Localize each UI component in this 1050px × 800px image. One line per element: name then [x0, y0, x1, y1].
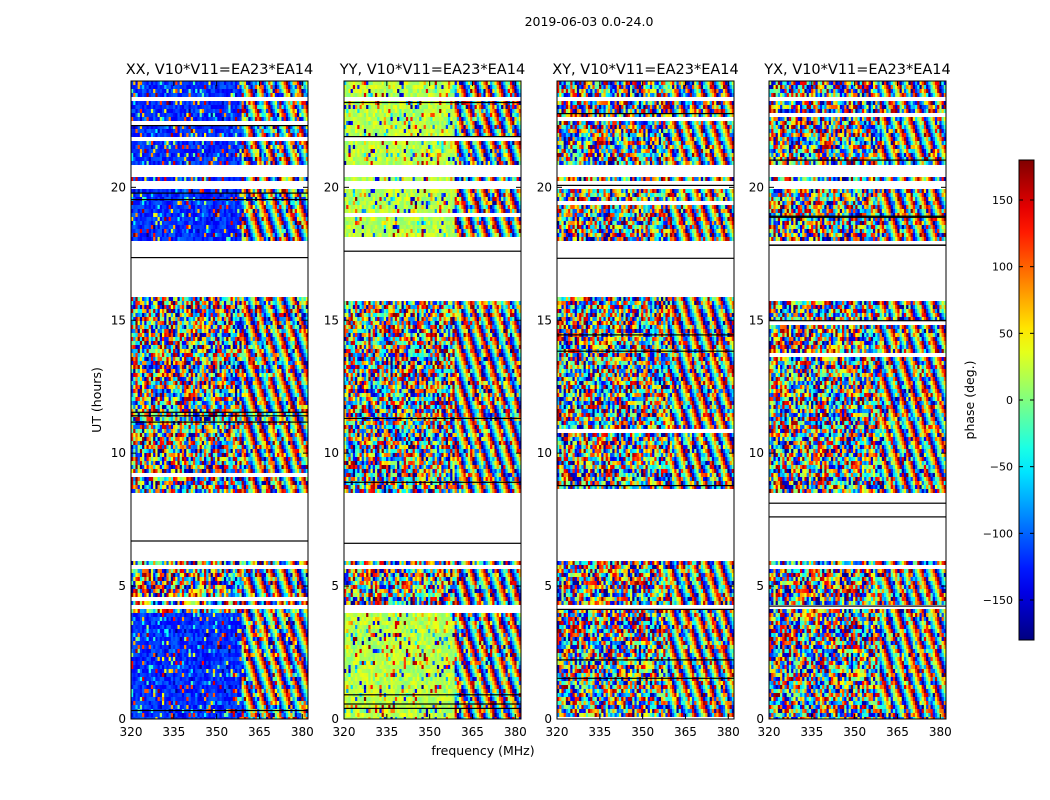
x-tick-label: 365: [886, 725, 909, 739]
x-tick-label: 320: [546, 725, 569, 739]
phase-heatmap: [344, 81, 521, 719]
y-tick-label: 0: [756, 712, 764, 726]
y-tick-label: 15: [324, 313, 339, 327]
y-tick-label: 5: [331, 579, 339, 593]
y-tick-label: 15: [111, 313, 126, 327]
x-tick-label: 320: [758, 725, 781, 739]
x-tick-label: 320: [120, 725, 143, 739]
y-tick-label: 0: [544, 712, 552, 726]
figure-title: 2019-06-03 0.0-24.0: [525, 14, 654, 29]
panel-1: XX, V10*V11=EA23*EA14 320 335 350 365 380 0 5 10…: [111, 62, 314, 739]
y-tick-label: 5: [756, 579, 764, 593]
y-tick-label: 20: [324, 180, 339, 194]
colorbar-tick-label: 50: [999, 327, 1013, 340]
x-tick-label: 380: [717, 725, 740, 739]
y-tick-label: 20: [111, 180, 126, 194]
panel-frame: [556, 80, 735, 720]
panel-title: YY, V10*V11=EA23*EA14: [339, 62, 525, 78]
colorbar-tick-label: 0: [1006, 394, 1013, 407]
phase-heatmap: [131, 81, 308, 719]
panel-frame: [768, 80, 947, 720]
x-tick-label: 350: [418, 725, 441, 739]
y-tick-label: 10: [749, 446, 764, 460]
colorbar-tick-label: −100: [983, 527, 1013, 540]
x-tick-label: 335: [375, 725, 398, 739]
y-tick-label: 20: [537, 180, 552, 194]
y-tick-label: 0: [331, 712, 339, 726]
y-tick-label: 15: [537, 313, 552, 327]
x-tick-label: 320: [333, 725, 356, 739]
y-tick-label: 0: [118, 712, 126, 726]
x-tick-label: 365: [248, 725, 271, 739]
y-tick-label: 5: [544, 579, 552, 593]
panel-3: XY, V10*V11=EA23*EA14 320 335 350 365 380 0 5 10…: [537, 62, 740, 739]
y-tick-label: 5: [118, 579, 126, 593]
panel-title: XY, V10*V11=EA23*EA14: [552, 62, 738, 78]
x-tick-label: 380: [504, 725, 527, 739]
colorbar: −150 −100 −50 0 50 100 150 phase (deg.): [962, 159, 1035, 641]
y-tick-label: 10: [324, 446, 339, 460]
panel-title: XX, V10*V11=EA23*EA14: [126, 62, 314, 78]
x-tick-label: 350: [631, 725, 654, 739]
panel-frame: [343, 80, 522, 720]
colorbar-tick-label: 100: [992, 261, 1013, 274]
x-tick-label: 380: [291, 725, 314, 739]
colorbar-tick-label: −50: [990, 461, 1013, 474]
panel-title: YX, V10*V11=EA23*EA14: [763, 62, 950, 78]
colorbar-tick-label: 150: [992, 194, 1013, 207]
panel-2: YY, V10*V11=EA23*EA14 320 335 350 365 380 0 5 10…: [324, 62, 527, 739]
y-axis-label: UT (hours): [89, 367, 104, 433]
panel-frame: [130, 80, 309, 720]
y-tick-label: 15: [749, 313, 764, 327]
colorbar-label: phase (deg.): [962, 361, 977, 440]
x-tick-label: 335: [800, 725, 823, 739]
colorbar-tick-label: −150: [983, 594, 1013, 607]
x-tick-label: 350: [843, 725, 866, 739]
x-tick-label: 365: [674, 725, 697, 739]
phase-heatmap: [557, 81, 734, 719]
x-tick-label: 335: [588, 725, 611, 739]
x-tick-label: 380: [929, 725, 952, 739]
panel-4: YX, V10*V11=EA23*EA14 320 335 350 365 380 0 5 10…: [749, 62, 952, 739]
panels: XX, V10*V11=EA23*EA14 320 335 350 365 380 0 5 10…: [111, 62, 952, 739]
y-tick-label: 10: [111, 446, 126, 460]
x-tick-label: 350: [205, 725, 228, 739]
y-tick-label: 10: [537, 446, 552, 460]
x-axis-label: frequency (MHz): [431, 743, 534, 758]
x-tick-label: 335: [162, 725, 185, 739]
x-tick-label: 365: [461, 725, 484, 739]
phase-heatmap: [769, 81, 946, 719]
y-tick-label: 20: [749, 180, 764, 194]
